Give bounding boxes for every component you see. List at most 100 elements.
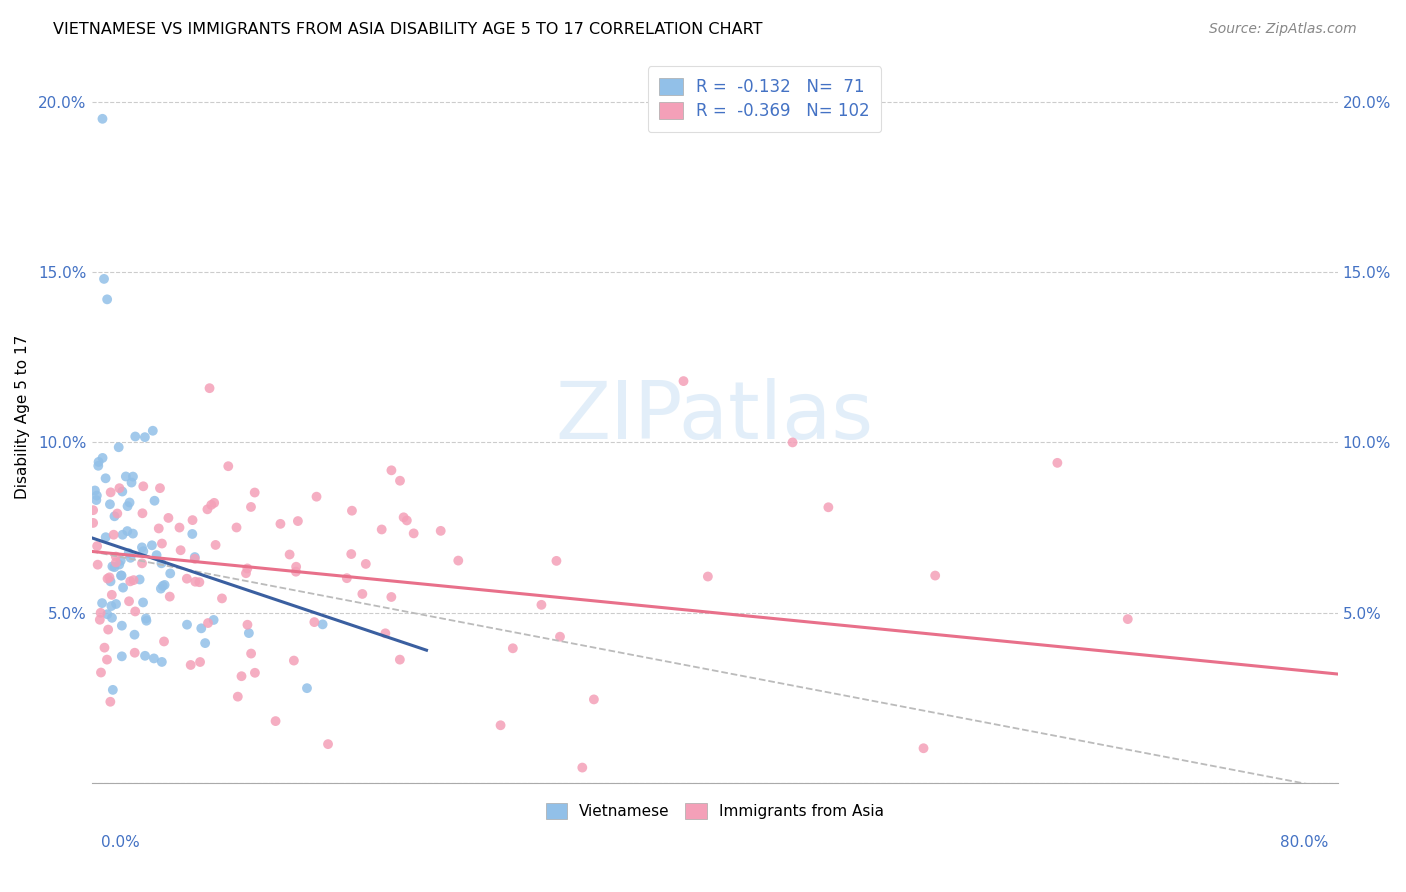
Point [120, 574, 142, 589]
Point [817, 500, 839, 515]
Point [82, 516, 104, 530]
Point [582, 692, 605, 706]
Point [672, 374, 695, 388]
Point [111, 618, 134, 632]
Point [110, 568, 132, 582]
Point [243, 485, 266, 500]
Y-axis label: Disability Age 5 to 17: Disability Age 5 to 17 [15, 334, 30, 499]
Point [285, 559, 308, 574]
Point [90, 665, 112, 680]
Point [135, 611, 157, 625]
Point [169, 543, 191, 558]
Point [176, 617, 198, 632]
Point [197, 615, 219, 630]
Point [283, 654, 305, 668]
Point [135, 614, 157, 628]
Point [402, 526, 425, 541]
Point [131, 541, 153, 555]
Point [94, 471, 117, 485]
Point [104, 556, 127, 570]
Point [84, 493, 107, 508]
Point [96, 572, 118, 586]
Point [86, 539, 108, 553]
Point [429, 524, 451, 538]
Point [169, 520, 191, 534]
Point [269, 516, 291, 531]
Point [159, 590, 181, 604]
Point [200, 498, 222, 512]
Point [96, 607, 118, 622]
Point [295, 681, 318, 695]
Point [489, 718, 512, 732]
Point [131, 506, 153, 520]
Point [143, 493, 166, 508]
Point [141, 538, 163, 552]
Point [1046, 456, 1069, 470]
Point [231, 669, 253, 683]
Point [117, 524, 139, 538]
Point [217, 459, 239, 474]
Point [392, 510, 415, 524]
Point [132, 479, 155, 493]
Point [90, 606, 112, 620]
Point [98, 497, 121, 511]
Point [98, 570, 121, 584]
Point [94, 530, 117, 544]
Point [380, 463, 402, 477]
Point [86, 489, 108, 503]
Point [311, 617, 333, 632]
Text: Source: ZipAtlas.com: Source: ZipAtlas.com [1209, 22, 1357, 37]
Point [124, 646, 146, 660]
Point [159, 566, 181, 581]
Point [103, 560, 125, 574]
Point [782, 435, 804, 450]
Point [370, 523, 392, 537]
Point [546, 554, 568, 568]
Point [316, 737, 339, 751]
Point [142, 424, 165, 438]
Point [184, 574, 207, 589]
Point [153, 578, 176, 592]
Point [148, 521, 170, 535]
Point [181, 513, 204, 527]
Point [111, 527, 134, 541]
Point [118, 546, 141, 560]
Point [530, 598, 553, 612]
Point [336, 571, 359, 585]
Point [238, 626, 260, 640]
Point [110, 554, 132, 568]
Point [198, 381, 221, 395]
Point [101, 611, 124, 625]
Point [150, 536, 173, 550]
Point [108, 481, 131, 495]
Point [188, 655, 211, 669]
Point [149, 481, 172, 495]
Text: 80.0%: 80.0% [1281, 836, 1329, 850]
Point [134, 648, 156, 663]
Point [912, 741, 935, 756]
Point [340, 504, 363, 518]
Point [117, 499, 139, 513]
Point [278, 548, 301, 562]
Point [122, 573, 145, 587]
Point [100, 574, 122, 589]
Point [502, 641, 524, 656]
Point [96, 293, 118, 307]
Point [98, 695, 121, 709]
Point [236, 617, 259, 632]
Point [122, 469, 145, 483]
Point [103, 527, 125, 541]
Point [197, 502, 219, 516]
Point [93, 272, 115, 286]
Point [184, 550, 207, 565]
Point [374, 626, 396, 640]
Point [132, 595, 155, 609]
Point [91, 450, 114, 465]
Point [108, 558, 131, 572]
Point [120, 550, 142, 565]
Point [128, 573, 150, 587]
Point [202, 496, 225, 510]
Point [101, 682, 124, 697]
Point [96, 652, 118, 666]
Point [202, 613, 225, 627]
